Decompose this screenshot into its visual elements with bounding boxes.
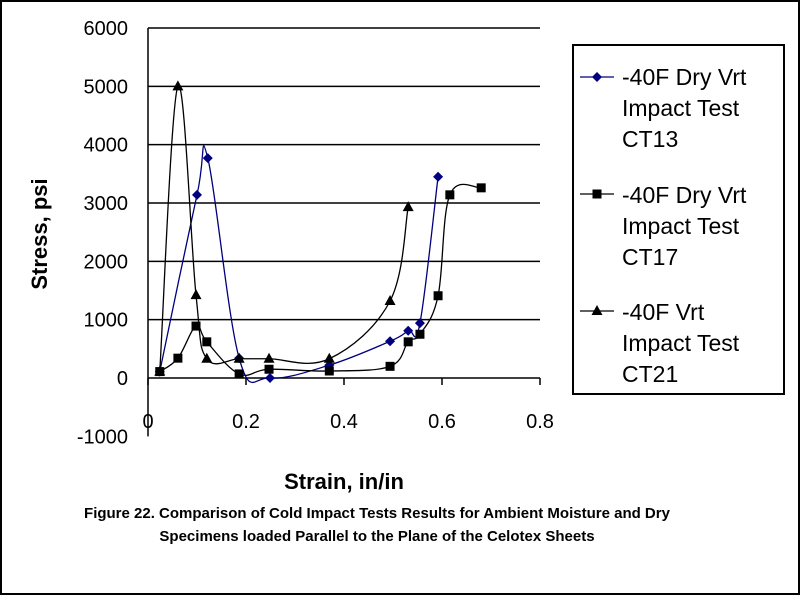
figure-caption: Figure 22. Comparison of Cold Impact Tes… — [84, 505, 670, 545]
data-point — [445, 190, 455, 200]
series-line-1 — [159, 183, 482, 376]
data-point — [233, 352, 245, 363]
x-tick-label: 0.8 — [526, 411, 554, 433]
data-point — [402, 201, 414, 212]
data-point — [201, 352, 213, 363]
x-tick-label: 0.6 — [428, 411, 456, 433]
data-point — [191, 321, 201, 331]
y-tick-label: 2000 — [84, 251, 129, 273]
data-point — [403, 337, 413, 347]
data-point — [385, 336, 396, 347]
y-tick-label: 4000 — [84, 135, 129, 157]
data-point — [263, 352, 275, 363]
data-point — [476, 183, 486, 193]
legend-entry-ct17: -40F Dry Vrt Impact Test CT17 — [622, 182, 747, 270]
data-point — [172, 80, 184, 91]
x-tick-label: 0.2 — [232, 411, 260, 433]
data-point — [202, 337, 212, 347]
data-point — [324, 366, 334, 376]
data-point — [154, 365, 166, 376]
y-tick-label: 0 — [117, 368, 128, 390]
data-point — [323, 352, 335, 363]
y-tick-label: 1000 — [84, 310, 129, 332]
x-tick-label: 0.4 — [330, 411, 358, 433]
legend-entry-ct21: -40F Vrt Impact Test CT21 — [622, 299, 740, 387]
legend-marker-icon — [592, 72, 602, 82]
legend-markers — [580, 72, 614, 315]
data-point — [190, 289, 202, 300]
y-tick-label: 5000 — [84, 76, 129, 98]
data-point — [234, 369, 244, 379]
y-tick-label: 6000 — [84, 18, 129, 40]
legend-entry-ct13: -40F Dry Vrt Impact Test CT13 — [622, 64, 747, 152]
legend: -40F Dry Vrt Impact Test CT13 -40F Dry V… — [572, 44, 785, 395]
data-point — [384, 295, 396, 306]
y-axis-label: Stress, psi — [27, 178, 52, 289]
y-tick-label: -1000 — [77, 426, 128, 448]
data-point — [433, 291, 443, 301]
x-axis-label: Strain, in/in — [284, 469, 404, 494]
data-point — [265, 373, 276, 383]
data-point — [192, 189, 202, 200]
data-point — [173, 353, 183, 363]
data-point — [433, 171, 444, 182]
legend-marker-icon — [591, 305, 603, 315]
data-point — [414, 318, 425, 329]
y-tick-label: 3000 — [84, 193, 129, 215]
data-point — [202, 153, 213, 164]
x-tick-label: 0 — [142, 411, 153, 433]
data-point — [264, 364, 274, 374]
legend-marker-icon — [592, 189, 602, 199]
data-point — [403, 325, 414, 336]
data-point — [385, 361, 395, 371]
data-point — [415, 329, 425, 339]
